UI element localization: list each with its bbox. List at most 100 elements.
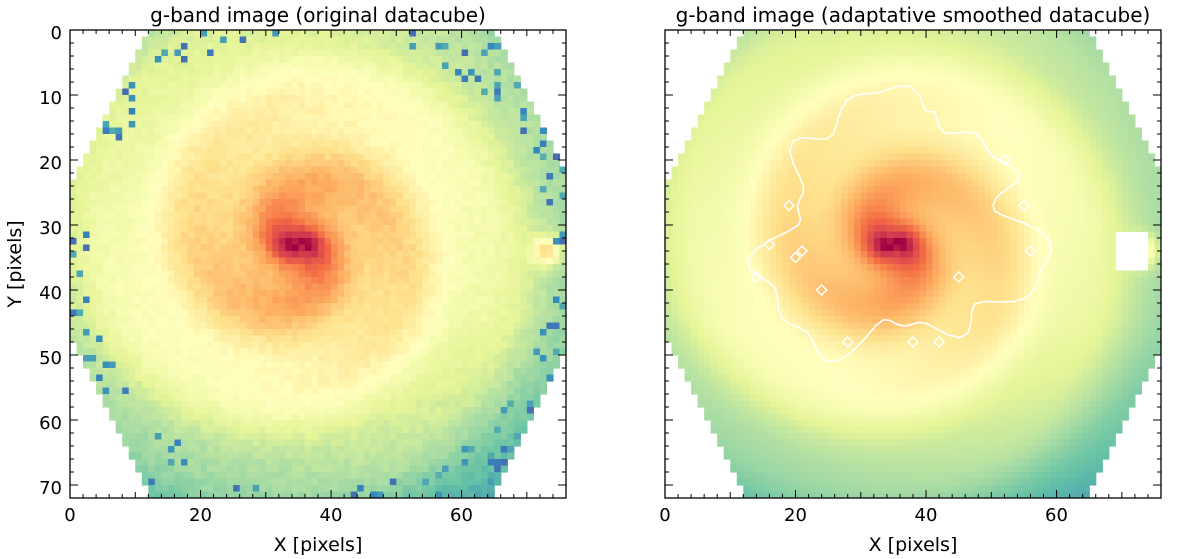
pixel-cell [252, 173, 260, 181]
pixel-cell [233, 465, 241, 473]
pixel-cell [500, 134, 508, 142]
pixel-cell [272, 491, 280, 498]
pixel-cell [298, 134, 306, 142]
pixel-cell [246, 225, 254, 233]
pixel-cell [291, 472, 300, 480]
pixel-cell [115, 283, 123, 291]
pixel-cell [337, 49, 345, 57]
pixel-cell [435, 62, 443, 70]
pixel-cell [148, 49, 156, 57]
pixel-cell [389, 127, 397, 135]
pixel-cell [233, 199, 241, 207]
pixel-cell [187, 290, 195, 298]
pixel-cell [174, 452, 182, 460]
pixel-cell [396, 205, 404, 213]
pixel-cell [128, 387, 136, 395]
pixel-cell [272, 114, 280, 122]
pixel-cell [96, 322, 104, 330]
pixel-cell [246, 251, 254, 259]
pixel-cell [344, 270, 352, 278]
pixel-cell [539, 231, 548, 239]
pixel-cell [70, 290, 78, 298]
pixel-cell [461, 439, 469, 447]
pixel-cell [285, 472, 293, 480]
pixel-cell [442, 43, 450, 51]
pixel-cell [154, 251, 162, 259]
pixel-cell [265, 225, 273, 233]
pixel-cell [383, 387, 391, 395]
pixel-cell [194, 433, 202, 441]
pixel-cell [141, 296, 149, 304]
pixel-cell [370, 218, 378, 226]
pixel-cell [220, 381, 228, 389]
pixel-cell [187, 153, 195, 161]
pixel-cell [468, 374, 476, 382]
pixel-cell [180, 342, 189, 350]
pixel-cell [311, 69, 319, 77]
pixel-cell [154, 400, 162, 408]
pixel-cell [135, 329, 143, 337]
pixel-cell [396, 472, 404, 480]
pixel-cell [83, 160, 91, 168]
pixel-cell [207, 160, 215, 168]
pixel-cell [141, 407, 149, 415]
pixel-cell [559, 257, 566, 265]
pixel-cell [389, 348, 397, 356]
pixel-cell [370, 413, 378, 421]
pixel-cell [128, 290, 136, 298]
pixel-cell [122, 335, 130, 343]
pixel-cell [174, 231, 182, 239]
pixel-cell [174, 121, 182, 129]
pixel-cell [455, 459, 463, 467]
pixel-cell [468, 218, 476, 226]
pixel-cell [409, 140, 417, 148]
pixel-cell [357, 69, 365, 77]
pixel-cell [220, 173, 228, 181]
pixel-cell [226, 88, 234, 96]
pixel-cell [428, 303, 437, 311]
pixel-cell [148, 251, 156, 259]
pixel-cell [96, 212, 104, 220]
pixel-cell [428, 361, 437, 369]
pixel-cell [200, 166, 208, 174]
pixel-cell [344, 478, 352, 486]
pixel-cell [278, 114, 286, 122]
pixel-cell [285, 49, 293, 57]
pixel-cell [415, 433, 424, 441]
pixel-cell [409, 439, 417, 447]
pixel-cell [233, 407, 241, 415]
pixel-cell [487, 374, 495, 382]
pixel-cell [265, 485, 273, 493]
pixel-cell [474, 283, 482, 291]
pixel-cell [272, 290, 280, 298]
pixel-cell [70, 244, 78, 252]
pixel-cell [298, 140, 306, 148]
pixel-cell [278, 355, 286, 363]
pixel-cell [487, 472, 495, 480]
pixel-cell [96, 225, 104, 233]
pixel-cell [233, 251, 241, 259]
pixel-cell [194, 439, 202, 447]
pixel-cell [494, 316, 502, 324]
pixel-cell [383, 348, 391, 356]
pixel-cell [194, 316, 202, 324]
pixel-cell [389, 342, 397, 350]
pixel-cell [376, 361, 384, 369]
pixel-cell [109, 387, 117, 395]
pixel-cell [187, 394, 195, 402]
pixel-cell [180, 420, 189, 428]
pixel-cell [500, 56, 508, 64]
pixel-cell [148, 472, 156, 480]
pixel-cell [174, 257, 182, 265]
pixel-cell [109, 335, 117, 343]
pixel-cell [148, 140, 156, 148]
pixel-cell [272, 446, 280, 454]
pixel-cell [331, 348, 339, 356]
pixel-cell [539, 361, 548, 369]
pixel-cell [311, 413, 319, 421]
pixel-cell [70, 277, 78, 285]
pixel-cell [415, 303, 424, 311]
pixel-cell [370, 264, 378, 272]
pixel-cell [213, 270, 221, 278]
pixel-cell [304, 394, 313, 402]
